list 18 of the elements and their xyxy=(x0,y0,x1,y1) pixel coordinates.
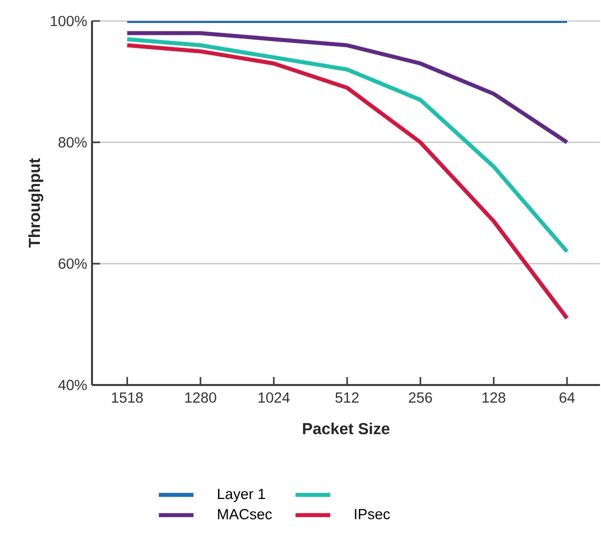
y-tick-label: 100% xyxy=(50,16,87,26)
y-tick-label: 60% xyxy=(58,258,87,269)
x-tick-label: 512 xyxy=(335,392,359,403)
y-tick-label: 80% xyxy=(58,137,87,148)
x-axis-title: Packet Size xyxy=(303,422,390,434)
x-tick-label: 128 xyxy=(482,392,506,403)
legend-label: Layer 1 xyxy=(218,488,266,502)
legend-label: IPsec xyxy=(354,509,390,520)
x-tick-label: 1280 xyxy=(185,392,216,403)
line-series xyxy=(125,43,570,320)
y-axis-title: Throughput xyxy=(28,158,44,248)
x-tick-label: 1518 xyxy=(112,392,143,403)
x-tick-label: 256 xyxy=(408,392,432,403)
legend-label: MACsec xyxy=(218,508,272,520)
y-tick-label: 40% xyxy=(58,380,87,390)
x-tick-label: 1024 xyxy=(258,392,290,403)
x-tick-label: 64 xyxy=(560,392,575,403)
line-series xyxy=(125,31,570,144)
